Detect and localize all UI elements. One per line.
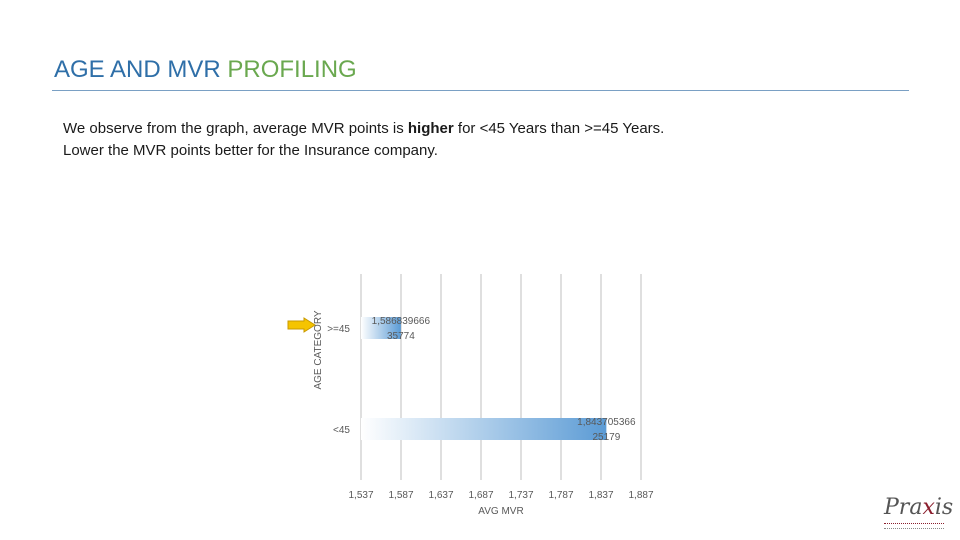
data-label: 1,586839666 — [372, 316, 431, 327]
observation-text: We observe from the graph, average MVR p… — [63, 118, 843, 162]
gridlines: 1,537 1,587 1,637 1,687 1,737 1,787 1,837 1,887 — [348, 274, 654, 501]
age-mvr-bar-chart: 1,537 1,587 1,637 1,687 1,737 1,787 1,837 1,887… — [313, 274, 654, 517]
data-label: 25179 — [592, 432, 620, 443]
x-tick-label: 1,637 — [428, 490, 453, 501]
observation-emphasis: higher — [407, 120, 454, 137]
title-main: AGE AND MVR — [54, 56, 221, 83]
x-tick-label: 1,837 — [588, 490, 613, 501]
observation-line1-prefix: We observe from the graph, average MVR p… — [63, 120, 408, 137]
y-tick-label: <45 — [333, 425, 350, 436]
y-axis-title: AGE CATEGORY — [313, 310, 324, 389]
x-tick-label: 1,687 — [468, 490, 493, 501]
x-axis-title: AVG MVR — [478, 506, 523, 517]
x-tick-label: 1,537 — [348, 490, 373, 501]
x-tick-label: 1,737 — [508, 490, 533, 501]
observation-line2: Lower the MVR points better for the Insu… — [63, 142, 438, 159]
bars — [361, 317, 607, 440]
title-accent: PROFILING — [227, 56, 357, 83]
data-labels: >=45 1,586839666 35774 <45 1,843705366 25179 — [327, 316, 636, 443]
bar-ge45 — [361, 317, 401, 339]
title-divider — [52, 90, 909, 91]
page-title: AGE AND MVR PROFILING — [54, 56, 357, 84]
praxis-logo: Praxis — [884, 495, 954, 536]
bar-lt45 — [361, 418, 607, 440]
x-tick-label: 1,787 — [548, 490, 573, 501]
data-label: 35774 — [387, 331, 415, 342]
highlight-arrow-icon — [287, 317, 316, 333]
y-tick-label: >=45 — [327, 324, 350, 335]
observation-line1-suffix: for <45 Years than >=45 Years. — [453, 120, 665, 137]
x-tick-label: 1,887 — [628, 490, 653, 501]
logo-wordmark: Praxis — [884, 495, 954, 520]
data-label: 1,843705366 — [577, 417, 636, 428]
x-tick-label: 1,587 — [388, 490, 413, 501]
